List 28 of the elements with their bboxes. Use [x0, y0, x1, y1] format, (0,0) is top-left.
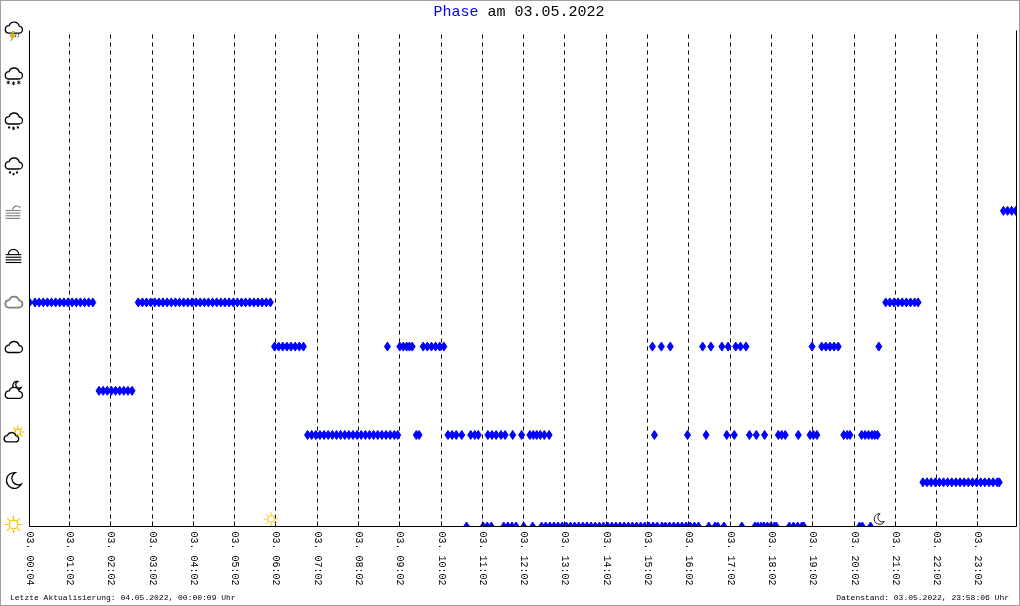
x-tick-label: 03. 13:02: [559, 531, 571, 586]
x-tick-label: 03. 08:02: [353, 531, 364, 586]
x-tick-label: 03. 14:02: [600, 531, 612, 586]
chart-title: am 03.05.2022: [487, 4, 605, 21]
x-tick-label: 03. 19:02: [807, 531, 819, 586]
x-tick-label: 03. 09:02: [394, 531, 406, 586]
x-tick-label: 03. 11:02: [476, 531, 488, 586]
x-tick-label: 03. 16:02: [683, 531, 695, 586]
x-tick-label: 03. 05:02: [229, 531, 241, 586]
x-tick-label: 03. 22:02: [931, 531, 943, 586]
x-tick-label: 03. 21:02: [889, 531, 901, 586]
x-tick-label: 03. 12:02: [518, 531, 530, 586]
x-tick-label: 03. 07:02: [311, 531, 323, 586]
x-tick-label: 03. 23:02: [972, 531, 984, 586]
x-tick-label: 03. 01:02: [63, 531, 75, 586]
x-tick-label: 03. 04:02: [187, 531, 199, 586]
text: Datenstand: 03.05.2022, 23:58:06 Uhr: [836, 593, 1009, 603]
x-tick-label: 03. 18:02: [765, 531, 777, 586]
text: Phase: [433, 4, 479, 21]
x-tick-label: 03. 02:02: [105, 531, 117, 586]
x-tick-label: 03. 17:02: [724, 531, 736, 586]
x-tick-label: 03. 03:02: [146, 531, 158, 586]
x-tick-label: 03. 06:02: [270, 531, 282, 586]
x-tick-label: 03. 15:02: [642, 531, 654, 586]
x-tick-label: 03. 00:04: [24, 531, 35, 586]
x-tick-label: 03. 20:02: [848, 531, 860, 586]
x-tick-label: 03. 10:02: [435, 531, 447, 586]
text: Letzte Aktualisierung: 04.05.2022, 00:00:09 Uhr: [10, 593, 236, 603]
